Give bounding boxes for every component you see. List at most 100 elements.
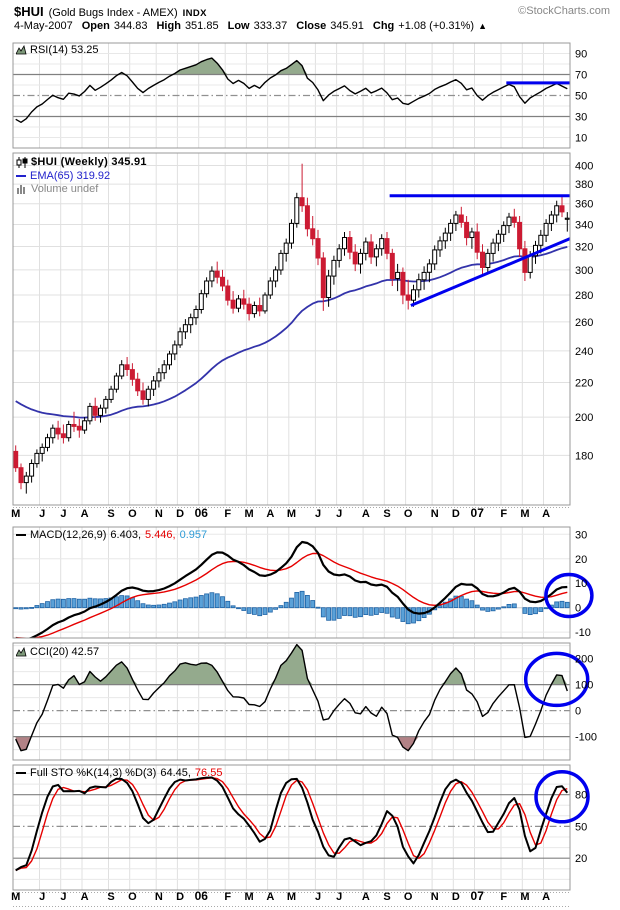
x-month-label: J (315, 508, 321, 520)
sto-k-value: 64.45, (160, 767, 191, 779)
copyright: ©StockCharts.com (518, 5, 610, 17)
price-y-label: 180 (575, 450, 593, 462)
price-y-label: 380 (575, 179, 593, 191)
price-y-label: 220 (575, 378, 593, 390)
low-label: Low (227, 20, 250, 32)
x-month-label: M (11, 508, 20, 520)
rsi-y-label: 10 (575, 133, 587, 145)
price-y-label: 260 (575, 317, 593, 329)
macd-highlight-circle (544, 572, 594, 619)
x-month-label: J (39, 891, 45, 903)
price-y-label: 360 (575, 199, 593, 211)
price-y-label: 400 (575, 161, 593, 173)
x-month-label: F (500, 508, 507, 520)
price-legend: $HUI (Weekly) 345.91 (16, 156, 147, 168)
ema-legend: EMA(65) 319.92 (16, 170, 110, 182)
cci-highlight-circle (523, 651, 590, 708)
x-month-label: S (383, 508, 390, 520)
sto-y-label: 80 (575, 790, 587, 802)
chg-label: Chg (372, 20, 395, 32)
x-month-label: S (107, 891, 114, 903)
date: 4-May-2007 (14, 20, 73, 32)
x-month-label: A (81, 508, 89, 520)
high-label: High (156, 20, 181, 32)
open-label: Open (81, 20, 110, 32)
candlestick-icon (16, 156, 28, 168)
x-month-label: M (520, 891, 529, 903)
sto-highlight-circle (534, 770, 590, 824)
macd-y-label: 0 (575, 603, 581, 615)
macd-hist-value: 0.957 (179, 529, 208, 541)
x-month-label: N (431, 508, 439, 520)
x-month-label: S (383, 891, 390, 903)
high-value: 351.85 (184, 20, 219, 32)
x-month-label: M (287, 508, 296, 520)
macd-y-label: 20 (575, 554, 587, 566)
macd-signal-value: 5.446, (145, 529, 176, 541)
close-label: Close (296, 20, 327, 32)
ema-legend-label: EMA(65) 319.92 (30, 170, 111, 182)
x-month-label: D (176, 508, 184, 520)
low-value: 333.37 (253, 20, 288, 32)
ema-line-icon (16, 174, 27, 178)
price-y-label: 200 (575, 412, 593, 424)
x-month-label: J (60, 508, 66, 520)
x-month-label: M (245, 891, 254, 903)
rsi-y-label: 30 (575, 112, 587, 124)
sto-line-icon (16, 771, 27, 775)
x-month-label: J (39, 508, 45, 520)
x-month-label: O (128, 891, 137, 903)
sto-d-value: 76.55 (194, 767, 223, 779)
x-month-label: D (452, 891, 460, 903)
x-month-label: D (452, 508, 460, 520)
ohlc-row: 4-May-2007 Open 344.83 High 351.85 Low 3… (14, 20, 487, 32)
x-month-label: D (176, 891, 184, 903)
cci-legend-label: CCI(20) 42.57 (30, 646, 100, 658)
x-month-label: A (81, 891, 89, 903)
x-month-label: A (266, 891, 274, 903)
index-type: INDX (182, 8, 207, 19)
chart-header: $HUI (Gold Bugs Index - AMEX) INDX (14, 4, 207, 19)
macd-y-label: 30 (575, 529, 587, 541)
x-month-label: F (224, 508, 231, 520)
x-month-label: N (155, 508, 163, 520)
price-y-label: 320 (575, 242, 593, 254)
x-month-label: O (404, 508, 413, 520)
rsi-y-label: 50 (575, 91, 587, 103)
symbol: $HUI (14, 4, 44, 19)
x-month-label: A (362, 891, 370, 903)
chg-value: +1.08 (+0.31%) (398, 20, 475, 32)
x-month-label: J (315, 891, 321, 903)
macd-line-icon (16, 533, 27, 537)
cci-y-label: 0 (575, 706, 581, 718)
x-month-label: M (287, 891, 296, 903)
rsi-y-label: 90 (575, 49, 587, 61)
macd-legend-label: MACD(12,26,9) (30, 529, 107, 541)
x-month-label: O (404, 891, 413, 903)
sto-legend-label: Full STO %K(14,3) %D(3) (30, 767, 157, 779)
x-month-label: J (336, 508, 342, 520)
price-y-label: 240 (575, 346, 593, 358)
index-name: (Gold Bugs Index - AMEX) (48, 7, 178, 19)
price-y-label: 300 (575, 265, 593, 277)
price-y-label: 280 (575, 290, 593, 302)
cci-y-label: 200 (575, 654, 593, 666)
macd-y-label: -10 (575, 627, 591, 639)
open-value: 344.83 (113, 20, 148, 32)
rsi-legend: RSI(14) 53.25 (15, 44, 99, 56)
x-month-label: A (542, 508, 550, 520)
x-month-label: 07 (471, 889, 485, 903)
x-month-label: N (431, 891, 439, 903)
close-value: 345.91 (330, 20, 364, 32)
x-month-label: N (155, 891, 163, 903)
x-month-label: J (336, 891, 342, 903)
cci-y-label: 100 (575, 680, 593, 692)
sto-legend: Full STO %K(14,3) %D(3) 64.45, 76.55 (16, 767, 222, 779)
volume-legend-label: Volume undef (31, 183, 99, 195)
rsi-legend-label: RSI(14) 53.25 (30, 44, 99, 56)
x-month-label: 06 (195, 889, 209, 903)
sto-y-label: 20 (575, 853, 587, 865)
x-month-label: M (245, 508, 254, 520)
x-month-label: J (60, 891, 66, 903)
